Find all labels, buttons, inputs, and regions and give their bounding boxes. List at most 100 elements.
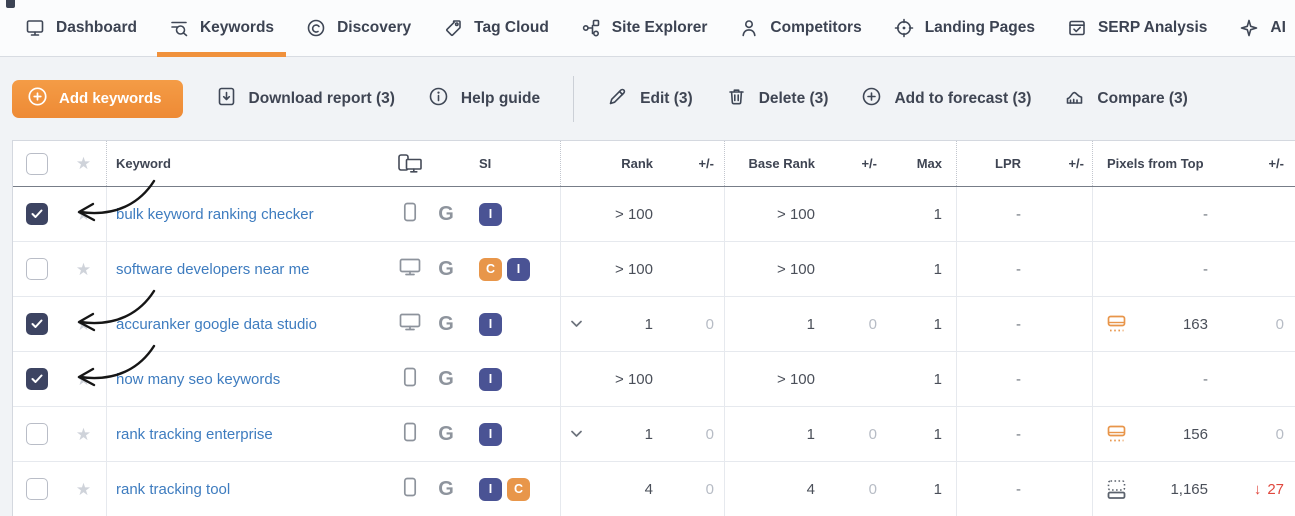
si-column-header[interactable]: SI	[463, 141, 561, 186]
max-value: 1	[887, 462, 957, 516]
action-label: Compare (3)	[1097, 89, 1188, 107]
tab-serp-analysis[interactable]: SERP Analysis	[1055, 0, 1219, 56]
star-icon[interactable]: ★	[75, 204, 92, 224]
base-rank-diff-column-header[interactable]: +/-	[861, 156, 877, 171]
si-badge[interactable]: C	[479, 257, 502, 281]
action-label: Edit (3)	[640, 89, 693, 107]
keyword-link[interactable]: how many seo keywords	[116, 370, 281, 388]
lpr-diff-value	[1037, 407, 1093, 461]
dashboard-monitor-icon	[25, 18, 45, 38]
google-engine-logo: G	[438, 202, 454, 225]
desktop-icon	[399, 313, 421, 335]
si-badge[interactable]: I	[479, 312, 502, 336]
pixels-diff-column-header[interactable]: +/-	[1268, 156, 1284, 171]
tab-keywords[interactable]: Keywords	[156, 0, 287, 57]
keyword-link[interactable]: bulk keyword ranking checker	[116, 205, 314, 223]
lpr-diff-column-header[interactable]: +/-	[1037, 141, 1093, 186]
download-report-button[interactable]: Download report (3)	[216, 86, 395, 112]
lpr-value: -	[1016, 315, 1021, 333]
delete-button[interactable]: Delete (3)	[726, 86, 829, 112]
google-engine-logo: G	[438, 367, 454, 390]
download-icon	[216, 86, 237, 112]
pixels-diff: ↓ 27	[1217, 462, 1295, 516]
tab-label: Keywords	[199, 19, 275, 36]
pixels-diff	[1217, 242, 1295, 296]
rank-column-header[interactable]: Rank	[621, 156, 653, 171]
select-all-checkbox[interactable]	[26, 152, 48, 175]
si-badge[interactable]: C	[507, 477, 530, 501]
pixels-below-fold-icon	[1105, 479, 1128, 499]
tab-dashboard[interactable]: Dashboard	[13, 0, 149, 56]
pixels-from-top-column-header[interactable]: Pixels from Top	[1107, 156, 1204, 171]
row-checkbox[interactable]	[26, 478, 48, 500]
mobile-icon	[403, 202, 417, 226]
tab-site-explorer[interactable]: Site Explorer	[569, 0, 720, 56]
row-checkbox[interactable]	[26, 203, 48, 225]
max-value: 1	[887, 242, 957, 296]
star-icon[interactable]: ★	[75, 369, 92, 389]
si-badge[interactable]: I	[479, 367, 502, 391]
max-column-header[interactable]: Max	[887, 141, 957, 186]
action-label: Delete (3)	[758, 89, 829, 107]
tab-label: Dashboard	[56, 19, 137, 36]
star-all-icon[interactable]: ★	[75, 154, 92, 173]
keyword-column-header[interactable]: Keyword	[116, 156, 171, 171]
tab-label: Landing Pages	[924, 19, 1035, 36]
keyword-link[interactable]: accuranker google data studio	[116, 315, 317, 333]
tab-competitors[interactable]: Competitors	[727, 0, 873, 56]
base-rank-value: > 100	[777, 260, 815, 278]
tab-ai[interactable]: AI	[1227, 0, 1295, 56]
edit-button[interactable]: Edit (3)	[607, 86, 693, 112]
mobile-icon	[403, 477, 417, 501]
pixels-diff: 0	[1217, 407, 1295, 461]
si-badge[interactable]: I	[479, 477, 502, 501]
help-guide-button[interactable]: Help guide	[428, 86, 540, 112]
star-icon[interactable]: ★	[75, 479, 92, 499]
row-checkbox[interactable]	[26, 368, 48, 390]
serp-window-icon	[1067, 18, 1087, 38]
star-icon[interactable]: ★	[75, 424, 92, 444]
pixels-diff	[1217, 352, 1295, 406]
lpr-value: -	[1016, 425, 1021, 443]
lpr-column-header[interactable]: LPR	[995, 156, 1021, 171]
keyword-link[interactable]: software developers near me	[116, 260, 310, 278]
compare-button[interactable]: Compare (3)	[1064, 86, 1188, 112]
keyword-link[interactable]: rank tracking tool	[116, 480, 231, 498]
expand-chevron-icon[interactable]	[571, 430, 582, 438]
si-badge[interactable]: I	[507, 257, 530, 281]
tab-tag-cloud[interactable]: Tag Cloud	[431, 0, 561, 56]
base-rank-value: > 100	[777, 370, 815, 388]
keywords-table: ★ Keyword SI Rank +/- Base Rank +/- Max …	[12, 140, 1295, 516]
star-icon[interactable]: ★	[75, 314, 92, 334]
si-badge[interactable]: I	[479, 422, 502, 446]
rank-diff-value: 0	[661, 297, 725, 351]
tab-label: SERP Analysis	[1097, 19, 1208, 36]
row-checkbox[interactable]	[26, 258, 48, 280]
keyword-link[interactable]: rank tracking enterprise	[116, 425, 273, 443]
device-column-header[interactable]	[391, 141, 429, 186]
row-checkbox[interactable]	[26, 313, 48, 335]
si-badge[interactable]: I	[479, 202, 502, 226]
lpr-value: -	[1016, 205, 1021, 223]
pixels-above-fold-icon	[1105, 314, 1128, 334]
expand-chevron-icon[interactable]	[571, 320, 582, 328]
add-keywords-button[interactable]: Add keywords	[12, 79, 183, 118]
rank-value: 1	[644, 315, 653, 333]
pixels-value: 156	[1182, 425, 1208, 443]
pixels-diff	[1217, 187, 1295, 241]
base-rank-diff-value	[825, 242, 887, 296]
tab-discovery[interactable]: Discovery	[294, 0, 423, 56]
rank-diff-column-header[interactable]: +/-	[661, 141, 725, 186]
google-engine-logo: G	[438, 257, 454, 280]
base-rank-column-header[interactable]: Base Rank	[748, 156, 815, 171]
row-checkbox[interactable]	[26, 423, 48, 445]
tab-landing-pages[interactable]: Landing Pages	[882, 0, 1047, 56]
rank-value: > 100	[615, 260, 653, 278]
pixels-value: -	[1203, 260, 1208, 278]
base-rank-diff-value	[825, 187, 887, 241]
lpr-diff-value	[1037, 297, 1093, 351]
add-to-forecast-button[interactable]: Add to forecast (3)	[861, 86, 1031, 112]
star-icon[interactable]: ★	[75, 259, 92, 279]
table-header-row: ★ Keyword SI Rank +/- Base Rank +/- Max …	[13, 141, 1295, 187]
